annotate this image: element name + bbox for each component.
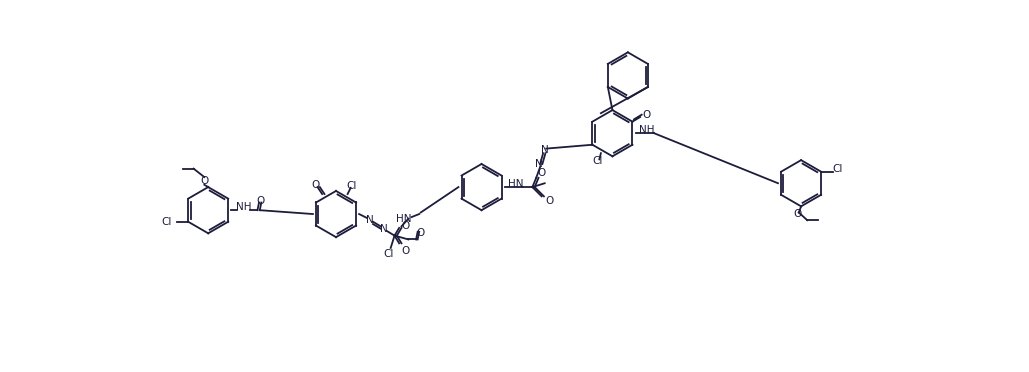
Text: HN: HN (507, 179, 523, 189)
Text: Cl: Cl (383, 249, 393, 259)
Text: O: O (256, 196, 264, 206)
Text: N: N (535, 159, 542, 169)
Text: O: O (417, 228, 425, 238)
Text: Cl: Cl (832, 164, 843, 174)
Text: N: N (366, 215, 374, 225)
Text: O: O (401, 246, 410, 256)
Text: O: O (311, 180, 319, 190)
Text: O: O (793, 209, 802, 219)
Text: N: N (541, 145, 548, 155)
Text: O: O (642, 110, 650, 121)
Text: NH: NH (236, 202, 251, 212)
Text: NH: NH (639, 125, 654, 135)
Text: HN: HN (396, 214, 412, 224)
Text: O: O (537, 168, 545, 178)
Text: O: O (545, 196, 554, 206)
Text: O: O (401, 221, 410, 231)
Text: Cl: Cl (593, 156, 603, 166)
Text: O: O (201, 176, 209, 186)
Text: Cl: Cl (161, 217, 171, 227)
Text: Cl: Cl (346, 181, 357, 191)
Text: N: N (380, 224, 388, 234)
